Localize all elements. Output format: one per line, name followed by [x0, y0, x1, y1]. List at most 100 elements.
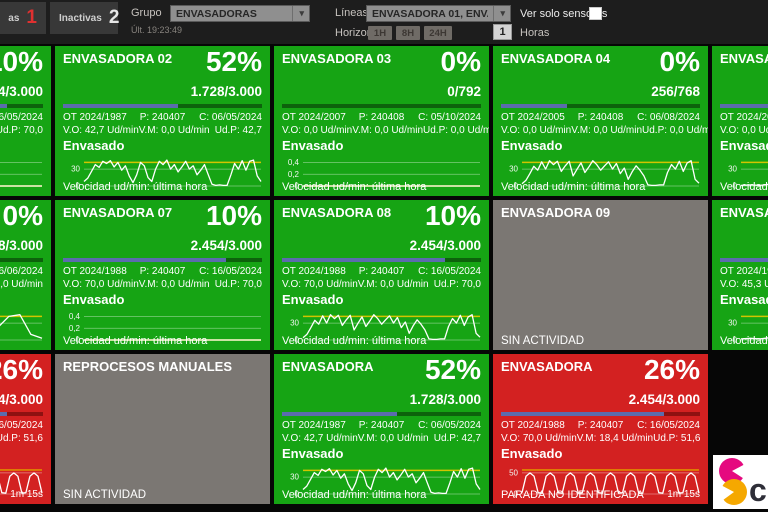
- svg-text:30: 30: [509, 165, 518, 174]
- tab-paradas[interactable]: as 1: [0, 2, 46, 34]
- speed-udp: Ud.P: 70,0: [214, 279, 262, 290]
- progress-bar: [282, 104, 481, 108]
- progress-fill: [501, 412, 665, 416]
- speed-vo: V.O: 42,7 Ud/min: [282, 433, 358, 444]
- speed-vo: V.O: 0,0 Ud/min: [282, 125, 353, 136]
- units-count: 2.454/3.000: [0, 392, 43, 407]
- svg-text:0,2: 0,2: [69, 324, 81, 333]
- svg-text:0,4: 0,4: [288, 158, 300, 167]
- progress-fill: [501, 104, 567, 108]
- chart-container: 0,40,20: [0, 156, 43, 195]
- progress-bar: [63, 104, 262, 108]
- meta-row-speed: V.O: 70,0 Ud/min V.M: 18,4 Ud/min Ud.P: 51…: [501, 433, 700, 444]
- horizon-button-8h[interactable]: 8H: [396, 26, 420, 40]
- machine-title: ENVASADORA 08: [282, 205, 392, 220]
- progress-fill: [720, 258, 768, 262]
- svg-text:0: 0: [295, 182, 300, 190]
- chart-container: 30 0: [63, 156, 262, 195]
- tile-envasadora-09[interactable]: ENVASADORA 09 SIN ACTIVIDAD: [493, 200, 708, 350]
- lineas-select[interactable]: ENVASADORA 01, ENVASADORA 0... ▾: [366, 5, 511, 22]
- svg-text:0: 0: [514, 490, 519, 498]
- oee-percent: 52%: [424, 354, 481, 385]
- tile-envasadora-03[interactable]: ENVASADORA 03 0% 0/792 OT 2024/2007 P: 24040…: [274, 46, 489, 196]
- meta-row-order: C: 16/05/2024: [0, 420, 43, 431]
- tile-partial-left-top[interactable]: 10% 2.454/3.000 C: 16/05/2024 Ud.P: 70,0 0,4…: [0, 46, 51, 196]
- tile-partial-left-mid[interactable]: 0% 448/3.000 C: 06/06/2024 Ud.P: 0,0 Ud/min…: [0, 200, 51, 350]
- speed-udp: Ud.P: 51,6: [653, 433, 701, 444]
- svg-text:0: 0: [733, 336, 738, 344]
- svg-text:0,4: 0,4: [69, 312, 81, 321]
- units-count: 2.454/3.000: [409, 238, 481, 253]
- tile-partial-left-bottom[interactable]: 26% 2.454/3.000 C: 16/05/2024 Ud.P: 51,6 500…: [0, 354, 51, 504]
- tile-envasadora-parada[interactable]: ENVASADORA 26% 2.454/3.000 OT 2024/1988 P: 2…: [493, 354, 708, 504]
- units-count: 1.728/3.000: [409, 392, 481, 407]
- date-value: C: 06/05/2024: [199, 112, 262, 123]
- meta-row-speed: Ud.P: 0,0 Ud/min: [0, 279, 43, 290]
- meta-row-speed: V.O: 0,0 Ud/min V.M: 0,0 Ud/min Ud.P: 0,0 …: [501, 125, 708, 136]
- tile-partial-right-mid[interactable]: ENVASADORA OT 2024/1999 V.O: 45,3 Ud/min En…: [712, 200, 768, 350]
- meta-row-speed: V.O: 0,0 Ud/min: [720, 125, 768, 136]
- speed-udp: Ud.P: 0,0 Ud/min: [642, 125, 708, 136]
- oee-percent: 26%: [0, 354, 43, 385]
- tab-inactivas-count: 2: [108, 7, 120, 28]
- svg-text:30: 30: [290, 473, 299, 482]
- svg-text:30: 30: [728, 165, 737, 174]
- units-count: 256/768: [651, 84, 700, 99]
- speed-vm: V.M: 0,0 Ud/min: [352, 125, 424, 136]
- tile-reprocesos-manuales[interactable]: REPROCESOS MANUALES SIN ACTIVIDAD: [55, 354, 270, 504]
- grupo-select-value: ENVASADORAS: [176, 7, 257, 20]
- ver-solo-sensores-checkbox[interactable]: [589, 7, 602, 20]
- tile-envasadora-08[interactable]: ENVASADORA 08 10% 2.454/3.000 OT 2024/1988 P…: [274, 200, 489, 350]
- horizon-button-1h[interactable]: 1H: [368, 26, 392, 40]
- section-label: Envasado: [282, 446, 344, 461]
- meta-row-order: OT 2024/1987 P: 240407 C: 06/05/2024: [63, 112, 262, 123]
- tile-envasadora-04[interactable]: ENVASADORA 04 0% 256/768 OT 2024/2005 P: 240…: [493, 46, 708, 196]
- tile-status-text: SIN ACTIVIDAD: [63, 489, 147, 501]
- progress-bar: [282, 258, 481, 262]
- meta-row-order: OT 2024/1988 P: 240407 C: 16/05/2024: [282, 266, 481, 277]
- lineas-select-value: ENVASADORA 01, ENVASADORA 0...: [372, 7, 488, 20]
- speed-vo: V.O: 0,0 Ud/min: [720, 125, 768, 136]
- svg-text:0: 0: [733, 182, 738, 190]
- progress-bar: [63, 258, 262, 262]
- order-number: OT 2024/2007: [282, 112, 346, 123]
- tab-inactivas[interactable]: Inactivas 2: [50, 2, 120, 34]
- units-count: 2.454/3.000: [0, 84, 43, 99]
- order-number: OT 2024/1988: [501, 420, 565, 431]
- progress-bar: [720, 104, 768, 108]
- meta-row-order: OT 2024/1987 P: 240407 C: 06/05/2024: [282, 420, 481, 431]
- tile-envasadora-02[interactable]: ENVASADORA 02 52% 1.728/3.000 OT 2024/1987 P…: [55, 46, 270, 196]
- logo-icon: c: [717, 458, 767, 508]
- chevron-down-icon: ▾: [292, 6, 304, 21]
- speed-vo: V.O: 70,0 Ud/min: [63, 279, 139, 290]
- tile-partial-right-top[interactable]: ENVASADORA OT 2024/2001 V.O: 0,0 Ud/min Env…: [712, 46, 768, 196]
- tab-paradas-count: 1: [26, 7, 37, 28]
- machine-title: ENVASADORA 03: [282, 51, 392, 66]
- meta-row-order: OT 2024/1988 P: 240407 C: 16/05/2024: [63, 266, 262, 277]
- speed-udp: Ud.P: 42,7: [214, 125, 262, 136]
- date-value: C: 06/08/2024: [637, 112, 700, 123]
- section-label: Envasado: [501, 138, 563, 153]
- tab-paradas-label: as: [8, 12, 20, 24]
- progress-fill: [0, 412, 8, 416]
- date-value: C: 16/05/2024: [0, 420, 43, 431]
- oee-percent: 0%: [659, 46, 700, 77]
- tile-envasadora-07[interactable]: ENVASADORA 07 10% 2.454/3.000 OT 2024/1988 P…: [55, 200, 270, 350]
- horizon-button-24h[interactable]: 24H: [424, 26, 452, 40]
- section-label: Envasado: [282, 292, 344, 307]
- horas-input[interactable]: [493, 24, 512, 40]
- meta-row-speed: V.O: 42,7 Ud/min V.M: 0,0 Ud/min Ud.P: 42,…: [282, 433, 481, 444]
- section-label: Envasado: [63, 292, 125, 307]
- grupo-select[interactable]: ENVASADORAS ▾: [170, 5, 310, 22]
- order-number: OT 2024/1987: [282, 420, 346, 431]
- order-number: OT 2024/2005: [501, 112, 565, 123]
- tile-envasadora-52[interactable]: ENVASADORA 52% 1.728/3.000 OT 2024/1987 P: 2…: [274, 354, 489, 504]
- chart-container: 500: [0, 464, 43, 503]
- order-number: OT 2024/1988: [63, 266, 127, 277]
- top-bar: as 1 Inactivas 2 Grupo ENVASADORAS ▾ Últ…: [0, 0, 768, 44]
- tile-status-text: Velocidad ud/min: última hora: [63, 181, 208, 193]
- tab-inactivas-label: Inactivas: [59, 12, 102, 24]
- speed-udp: Ud.P: 51,6: [0, 433, 43, 444]
- meta-row-speed: V.O: 70,0 Ud/min V.M: 0,0 Ud/min Ud.P: 70,…: [282, 279, 481, 290]
